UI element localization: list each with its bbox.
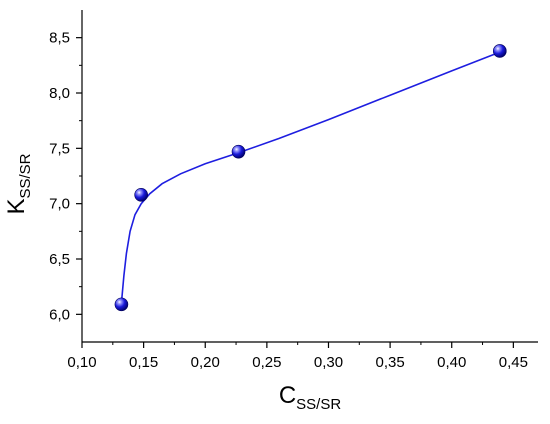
y-tick-label: 8,5: [49, 30, 70, 47]
x-tick-label: 0,40: [437, 354, 466, 371]
x-axis-title: CSS/SR: [279, 382, 342, 413]
fit-curve-line: [120, 51, 501, 304]
plot-frame: [81, 10, 538, 343]
x-tick-label: 0,25: [252, 354, 281, 371]
y-tick-label: 6,5: [49, 251, 70, 268]
data-point: [114, 297, 129, 312]
y-tick-label: 6,0: [49, 306, 70, 323]
x-tick-label: 0,30: [314, 354, 343, 371]
x-tick-label: 0,45: [499, 354, 528, 371]
y-tick-label: 8,0: [49, 85, 70, 102]
data-point: [134, 188, 148, 202]
x-axis-ticks: 0,10 0,15 0,20 0,25 0,30 0,35 0,40 0,45: [67, 342, 528, 371]
y-tick-label: 7,0: [49, 196, 70, 213]
y-axis-title-sub: SS/SR: [17, 153, 34, 198]
x-axis-title-main: C: [279, 382, 296, 409]
y-axis-title-main: K: [3, 199, 30, 215]
x-tick-label: 0,10: [67, 354, 96, 371]
x-tick-label: 0,20: [191, 354, 220, 371]
x-tick-label: 0,15: [129, 354, 158, 371]
data-points: [114, 44, 507, 312]
x-tick-label: 0,35: [376, 354, 405, 371]
x-axis-title-sub: SS/SR: [296, 396, 341, 413]
y-tick-label: 7,5: [49, 140, 70, 157]
data-point: [492, 44, 507, 58]
y-axis-ticks: 6,0 6,5 7,0 7,5 8,0 8,5: [49, 30, 82, 323]
data-point: [231, 144, 246, 159]
y-axis-title: KSS/SR: [3, 153, 34, 214]
